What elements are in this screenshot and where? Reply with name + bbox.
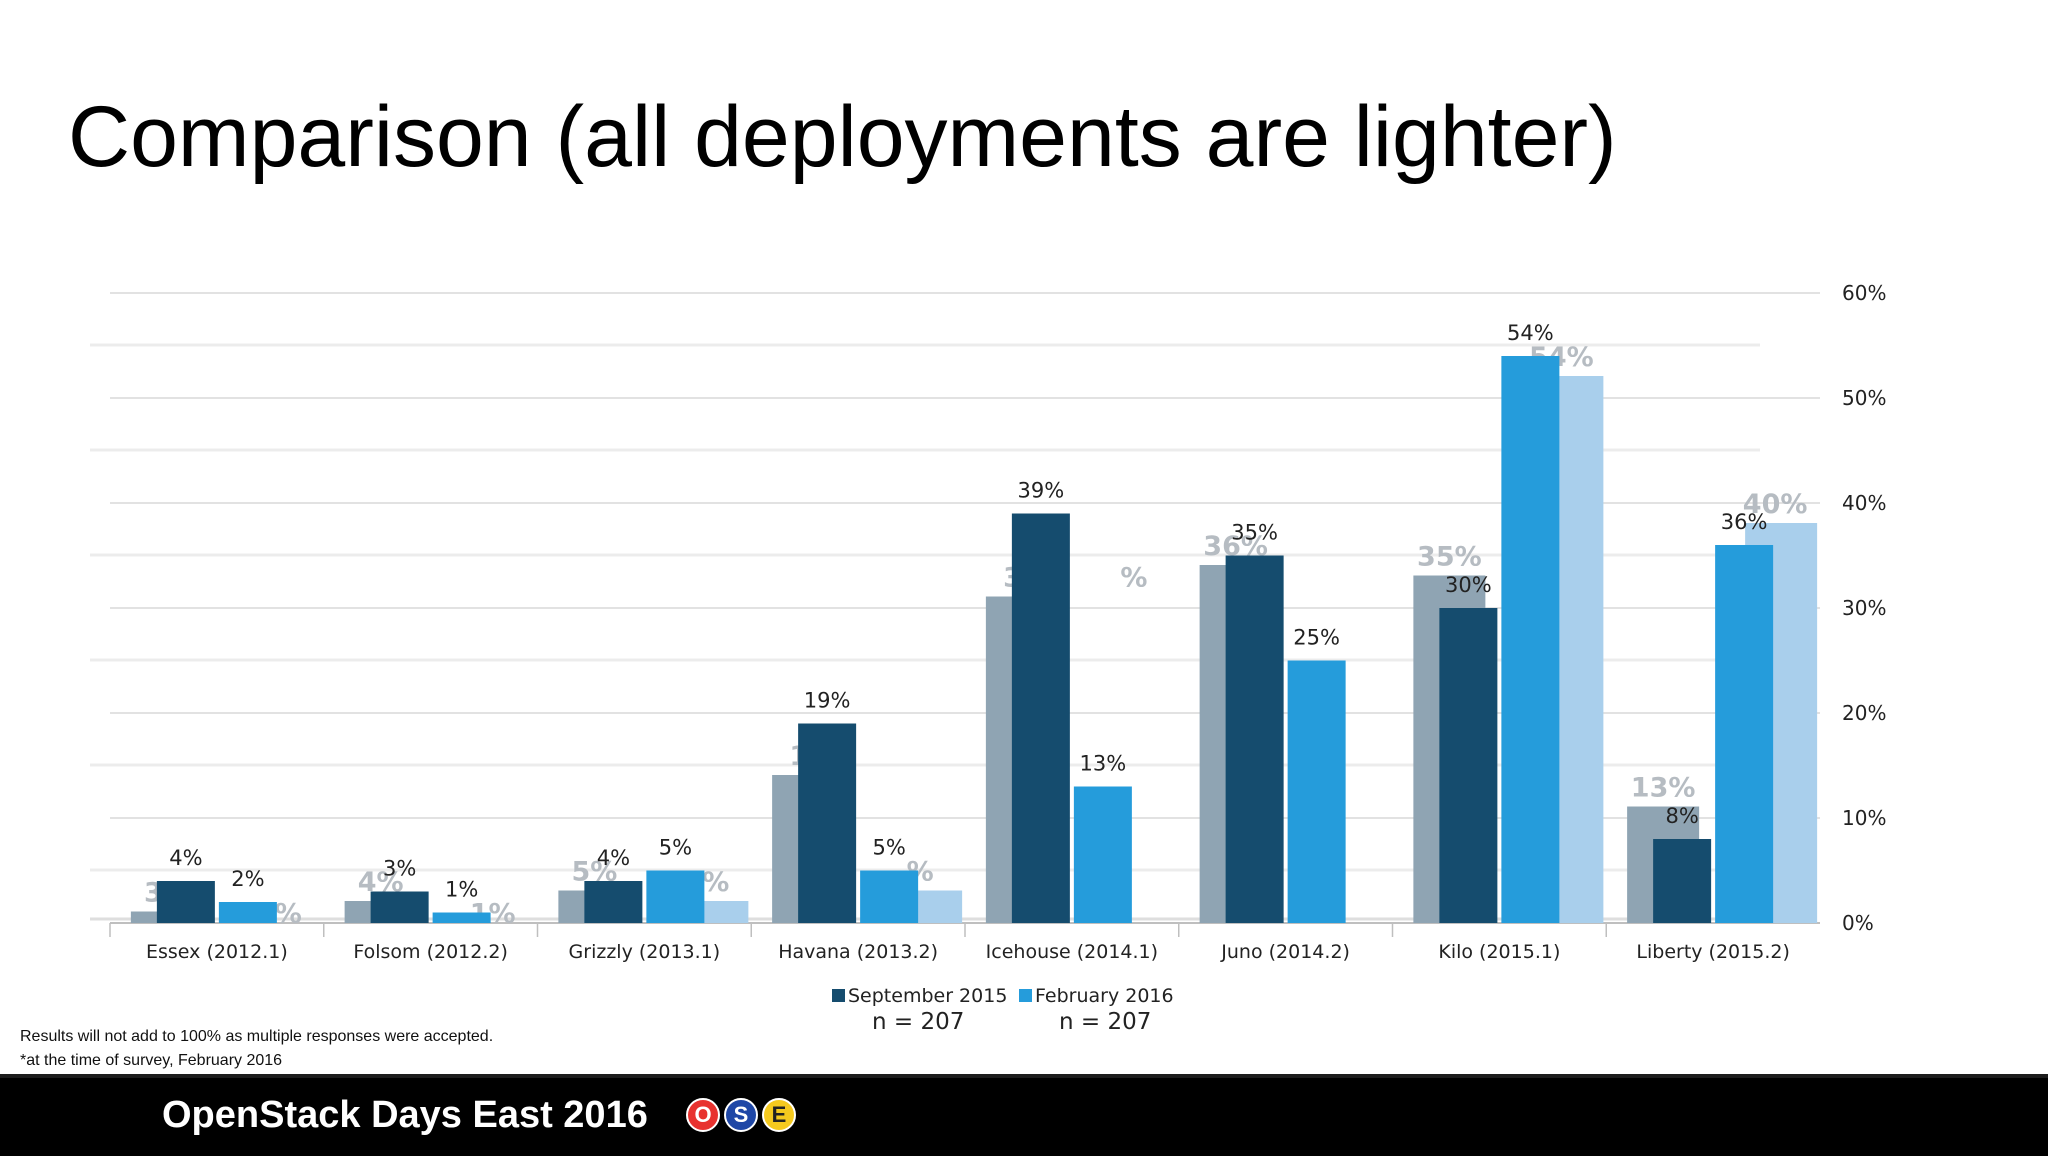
data-label: 35% [1231,521,1278,545]
bar-september-2015 [798,723,857,923]
bar-february-2016 [1715,545,1774,923]
bar-february-2016 [218,902,277,923]
legend-sample-size: n = 207 [872,1009,964,1035]
data-label: 8% [1665,804,1698,828]
y-tick-label: 30% [1842,596,1886,620]
bar-february-2016 [646,870,705,923]
data-label: 4% [169,846,202,870]
ghost-data-label: 13% [1631,773,1696,804]
data-label: 30% [1445,573,1492,597]
bar-september-2015 [156,881,215,923]
data-label: 19% [804,689,851,713]
x-tick-label: Essex (2012.1) [146,941,288,963]
slide-title: Comparison (all deployments are lighter) [68,89,1617,185]
x-tick-label: Icehouse (2014.1) [986,941,1158,963]
x-tick-label: Juno (2014.2) [1220,941,1350,963]
bar-september-2015 [1439,608,1498,923]
x-tick-label: Grizzly (2013.1) [569,941,721,963]
data-label: 5% [659,836,692,860]
data-label: 25% [1293,626,1340,650]
data-label: 1% [445,878,478,902]
data-label: 13% [1080,752,1127,776]
bar-september-2015 [1225,555,1284,923]
bar-september-2015 [584,881,643,923]
y-tick-label: 40% [1842,491,1886,515]
legend-label: September 2015 [848,985,1007,1007]
bar-february-2016 [860,870,919,923]
data-label: 39% [1018,479,1065,503]
x-tick-label: Liberty (2015.2) [1636,941,1789,963]
footnote-responses: Results will not add to 100% as multiple… [20,1028,494,1045]
x-tick-label: Kilo (2015.1) [1438,941,1560,963]
y-tick-label: 20% [1842,701,1886,725]
legend-swatch-september-2015 [832,989,845,1002]
event-logo-badges: O S E [686,1098,796,1132]
bar-february-2016 [1073,786,1132,923]
x-tick-label: Folsom (2012.2) [353,941,508,963]
ghost-data-label: % [1120,563,1147,594]
footer-event-title: OpenStack Days East 2016 [162,1094,648,1136]
data-label: 36% [1721,510,1768,534]
y-tick-label: 50% [1842,386,1886,410]
x-tick-label: Havana (2013.2) [778,941,938,963]
bar-february-2016 [1501,356,1560,923]
ghost-data-label: 40% [1743,489,1808,520]
bar-september-2015 [1653,839,1712,923]
badge-e-icon: E [762,1098,796,1132]
data-label: 54% [1507,321,1554,345]
y-tick-label: 10% [1842,806,1886,830]
y-tick-label: 60% [1842,281,1886,305]
bar-september-2015 [1011,513,1070,923]
y-tick-label: 0% [1842,911,1874,935]
footer-bar: OpenStack Days East 2016 O S E [0,1074,2048,1156]
bar-september-2015 [370,891,429,923]
legend-swatch-february-2016 [1019,989,1032,1002]
legend-label: February 2016 [1035,985,1174,1007]
badge-s-icon: S [724,1098,758,1132]
data-label: 2% [231,867,264,891]
bar-february-2016 [432,912,491,923]
data-label: 4% [597,846,630,870]
data-label: 5% [872,836,905,860]
footnote-survey-time: *at the time of survey, February 2016 [20,1052,283,1069]
bar-february-2016 [1287,660,1346,923]
legend-sample-size: n = 207 [1059,1009,1151,1035]
ghost-data-label: 35% [1417,542,1482,573]
badge-o-icon: O [686,1098,720,1132]
data-label: 3% [383,857,416,881]
